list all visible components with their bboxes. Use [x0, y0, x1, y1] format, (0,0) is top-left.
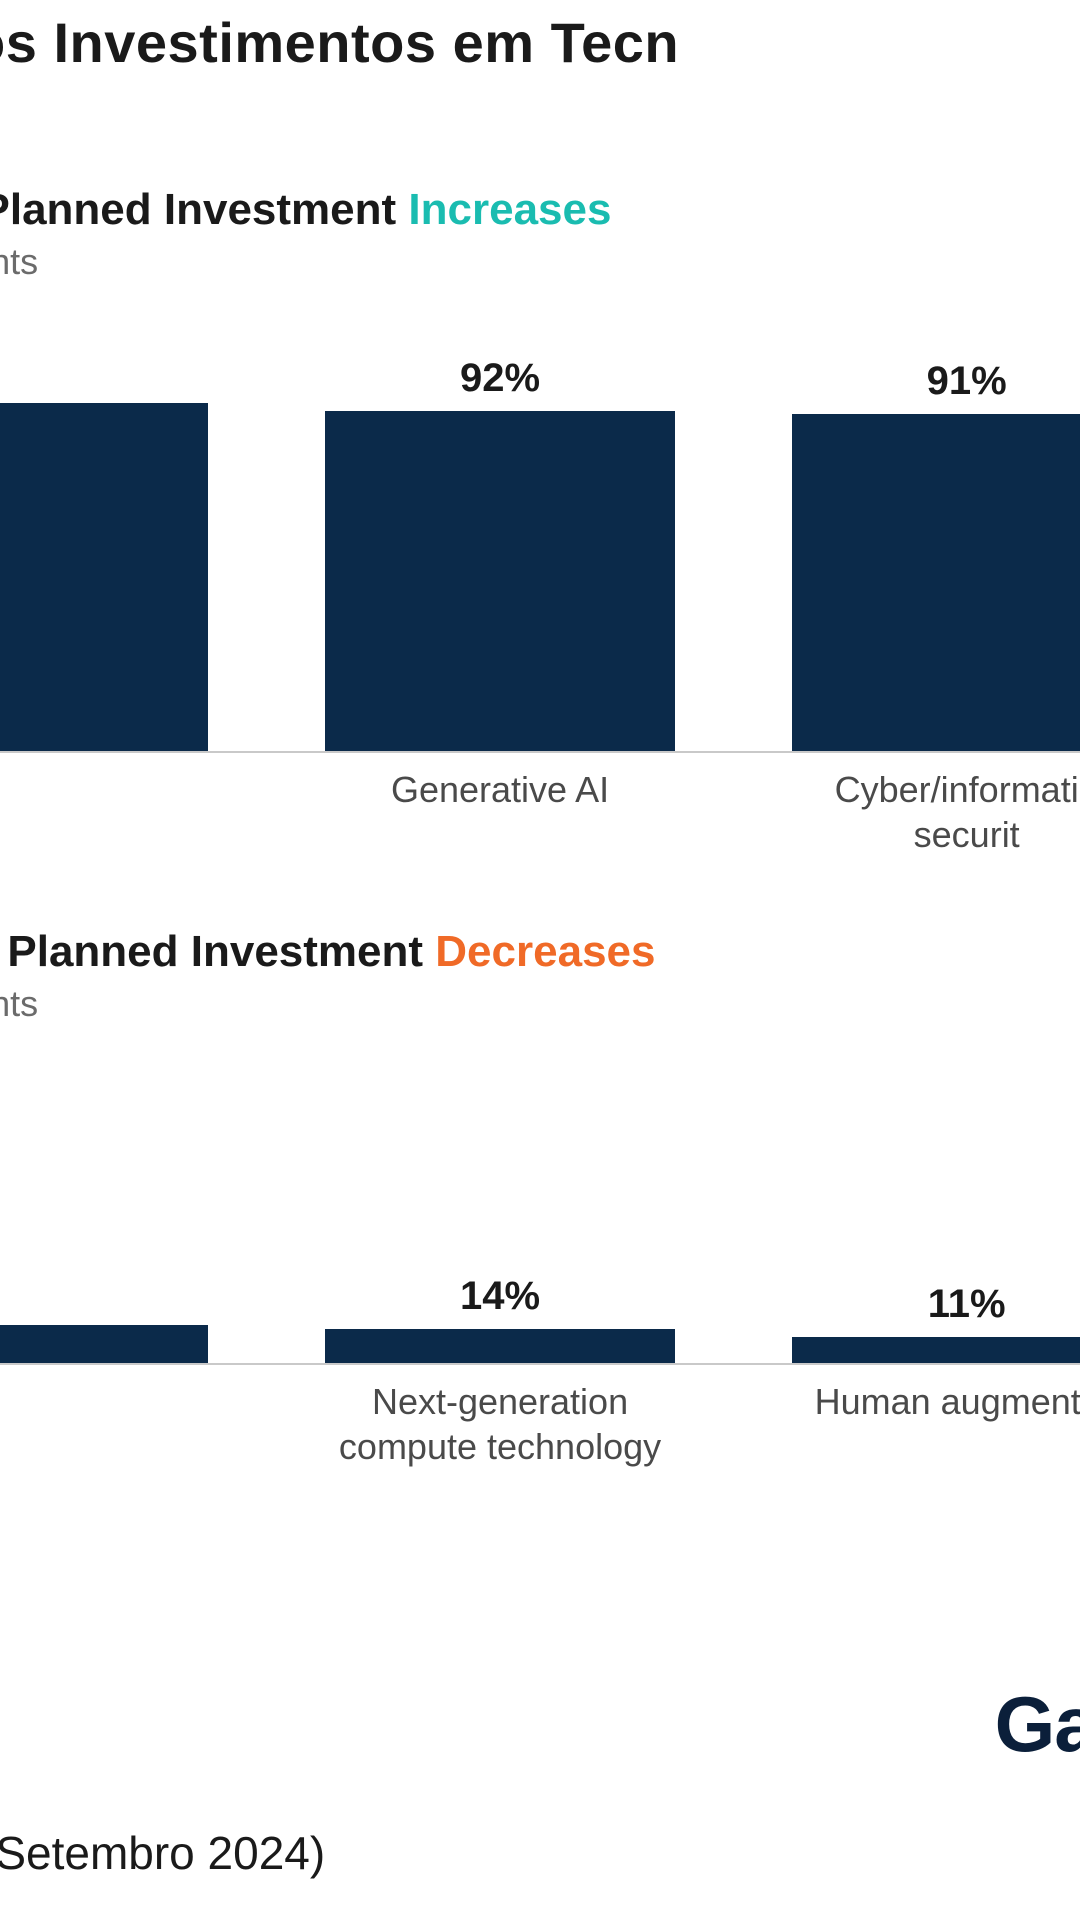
bar — [325, 1329, 675, 1363]
bar-slot: 11% — [733, 1065, 1080, 1363]
main-title: rada nos Investimentos em Tecn — [0, 10, 1080, 75]
category-label: Next-generationcompute technology — [267, 1379, 734, 1514]
bar-slot: 14% — [267, 1065, 734, 1363]
bar-value-label: 92% — [267, 356, 734, 401]
decreases-title: gies With Planned Investment Decreases — [0, 927, 1080, 977]
increases-bars: 92% 91% — [0, 323, 1080, 751]
bar — [0, 1325, 208, 1363]
bar — [792, 1337, 1080, 1363]
footer-date: (Setembro 2024) — [0, 1826, 325, 1880]
decreases-title-highlight: Decreases — [435, 927, 655, 976]
bar-slot — [0, 1065, 267, 1363]
bar-value-label: 11% — [733, 1282, 1080, 1327]
increases-chart: 92% 91% — [0, 323, 1080, 753]
decreases-chart: 14% 11% — [0, 1065, 1080, 1365]
page-root: rada nos Investimentos em Tecn ies With … — [0, 0, 1080, 1920]
increases-title: ies With Planned Investment Increases — [0, 185, 1080, 235]
bar — [0, 403, 208, 751]
bar — [792, 414, 1080, 751]
bar-slot: 91% — [733, 323, 1080, 751]
increases-title-highlight: Increases — [408, 185, 611, 234]
decreases-title-prefix: gies With Planned Investment — [0, 927, 435, 976]
category-label: turentergies — [0, 1379, 267, 1514]
increases-title-prefix: ies With Planned Investment — [0, 185, 408, 234]
brand-wordmark: Gartne — [995, 1679, 1080, 1770]
increases-xlabels: ice Generative AI Cyber/informatiosecuri… — [0, 767, 1080, 857]
bar-slot — [0, 323, 267, 751]
bar-value-label: 91% — [733, 359, 1080, 404]
decreases-bars: 14% 11% — [0, 1065, 1080, 1363]
decreases-subtitle: il Respondents — [0, 983, 1080, 1025]
category-label: Generative AI — [267, 767, 734, 857]
category-label: Cyber/informatiosecurit — [733, 767, 1080, 857]
decreases-xlabels: turentergies Next-generationcompute tech… — [0, 1379, 1080, 1514]
bar-value-label: 14% — [267, 1274, 734, 1319]
category-label: Human augmentati — [733, 1379, 1080, 1514]
category-label: ice — [0, 767, 267, 857]
bar-slot: 92% — [267, 323, 734, 751]
increases-subtitle: il Respondents — [0, 241, 1080, 283]
bar — [325, 411, 675, 751]
